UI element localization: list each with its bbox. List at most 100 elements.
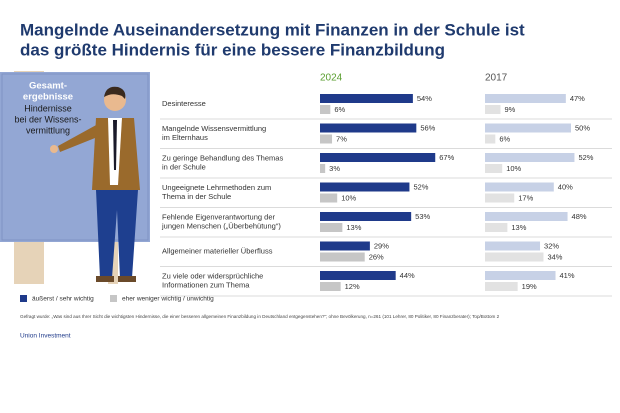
footnote: Gefragt wurde: „Was sind aus Ihrer Sicht…	[20, 314, 500, 319]
category-line: Allgemeiner materieller Überfluss	[162, 246, 273, 255]
category-label: Zu geringe Behandlung des Themas in der S…	[162, 153, 283, 171]
value-label: 67%	[439, 153, 454, 162]
value-label: 52%	[578, 153, 593, 162]
bar	[485, 282, 518, 291]
value-label: 53%	[415, 212, 430, 221]
category-label: Zu viele oder widersprüchliche Informatio…	[162, 271, 263, 289]
bar	[320, 223, 343, 232]
category-line: Fehlende Eigenverantwortung der	[162, 212, 275, 221]
value-label: 13%	[346, 223, 361, 232]
value-label: 6%	[499, 134, 510, 143]
panel-title: 2024	[320, 73, 343, 84]
board-heading: Gesamt-	[29, 81, 67, 92]
value-label: 13%	[511, 223, 526, 232]
category-line: in der Schule	[162, 162, 206, 171]
teacher-shoe	[96, 276, 114, 282]
teacher-arm	[58, 124, 100, 152]
legend-label: äußerst / sehr wichtig	[32, 296, 94, 303]
bar	[485, 241, 541, 251]
category-label: Desinteresse	[162, 99, 206, 108]
board-text: Hindernisse	[24, 103, 72, 113]
bar	[320, 105, 331, 114]
bar	[320, 182, 410, 192]
category-line: jungen Menschen („Überbehütung“)	[161, 221, 281, 230]
value-label: 19%	[522, 282, 537, 291]
category-label: Allgemeiner materieller Überfluss	[162, 246, 273, 255]
bar	[320, 212, 412, 221]
bar	[485, 252, 544, 262]
value-label: 32%	[544, 241, 559, 250]
value-label: 48%	[572, 212, 587, 221]
bar	[320, 241, 370, 251]
bar	[485, 94, 566, 103]
value-label: 50%	[575, 123, 590, 132]
board-text: vermittlung	[26, 125, 70, 135]
value-label: 44%	[400, 271, 415, 280]
bar	[485, 134, 496, 144]
category-line: Thema in der Schule	[162, 192, 231, 201]
category-line: Informationen zum Thema	[162, 280, 250, 289]
legend-swatch	[20, 295, 27, 302]
value-label: 12%	[345, 282, 360, 291]
bar	[485, 193, 515, 203]
title: das größte Hindernis für eine bessere Fi…	[20, 40, 445, 59]
value-label: 7%	[336, 134, 347, 143]
value-label: 41%	[560, 271, 575, 280]
teacher-trousers	[96, 190, 138, 278]
bar	[320, 153, 436, 162]
category-label: Mangelnde Wissensvermittlung im Elternhau…	[162, 124, 266, 142]
teacher-hair	[104, 86, 126, 99]
value-label: 26%	[369, 252, 384, 261]
bar	[320, 94, 413, 103]
value-label: 40%	[558, 182, 573, 191]
legend-swatch	[110, 295, 117, 302]
teacher-shoe	[118, 276, 136, 282]
value-label: 10%	[506, 164, 521, 173]
board-heading: ergebnisse	[23, 92, 73, 103]
source: Union Investment	[20, 333, 71, 340]
category-line: Ungeeignete Lehrmethoden zum	[162, 183, 271, 192]
value-label: 34%	[547, 252, 562, 261]
category-line: im Elternhaus	[162, 133, 208, 142]
bar	[485, 153, 575, 162]
value-label: 10%	[341, 193, 356, 202]
value-label: 29%	[374, 241, 389, 250]
board-illustration	[0, 71, 150, 284]
bar	[485, 223, 508, 232]
value-label: 52%	[413, 182, 428, 191]
category-line: Zu geringe Behandlung des Themas	[162, 153, 283, 162]
bar	[320, 164, 326, 173]
bar	[485, 105, 501, 114]
teacher-tie	[113, 120, 117, 170]
bar	[320, 134, 333, 144]
bar	[485, 123, 571, 133]
legend-label: eher weniger wichtig / unwichtig	[122, 296, 214, 303]
title: Mangelnde Auseinandersetzung mit Finanze…	[20, 20, 525, 39]
bar	[485, 212, 568, 221]
panel-title: 2017	[485, 73, 508, 84]
value-label: 9%	[504, 105, 515, 114]
bar	[320, 252, 365, 262]
bar	[320, 123, 417, 133]
category-line: Mangelnde Wissensvermittlung	[162, 124, 266, 133]
board-text: bei der Wissens-	[14, 114, 81, 124]
bar	[320, 271, 396, 280]
bar	[485, 182, 554, 192]
board-frame	[1, 73, 149, 241]
value-label: 56%	[420, 123, 435, 132]
teacher-hand	[50, 145, 58, 153]
category-line: Desinteresse	[162, 99, 206, 108]
chart: Desinteresse Mangelnde Wissensvermittlung…	[20, 73, 612, 303]
value-label: 6%	[334, 105, 345, 114]
bar	[320, 282, 341, 291]
category-label: Ungeeignete Lehrmethoden zum Thema in der…	[162, 183, 271, 201]
bar	[320, 193, 338, 203]
category-label: Fehlende Eigenverantwortung der jungen Me…	[161, 212, 281, 230]
bar	[485, 271, 556, 280]
value-label: 3%	[329, 164, 340, 173]
category-line: Zu viele oder widersprüchliche	[162, 271, 263, 280]
value-label: 17%	[518, 193, 533, 202]
value-label: 47%	[570, 94, 585, 103]
value-label: 54%	[417, 94, 432, 103]
